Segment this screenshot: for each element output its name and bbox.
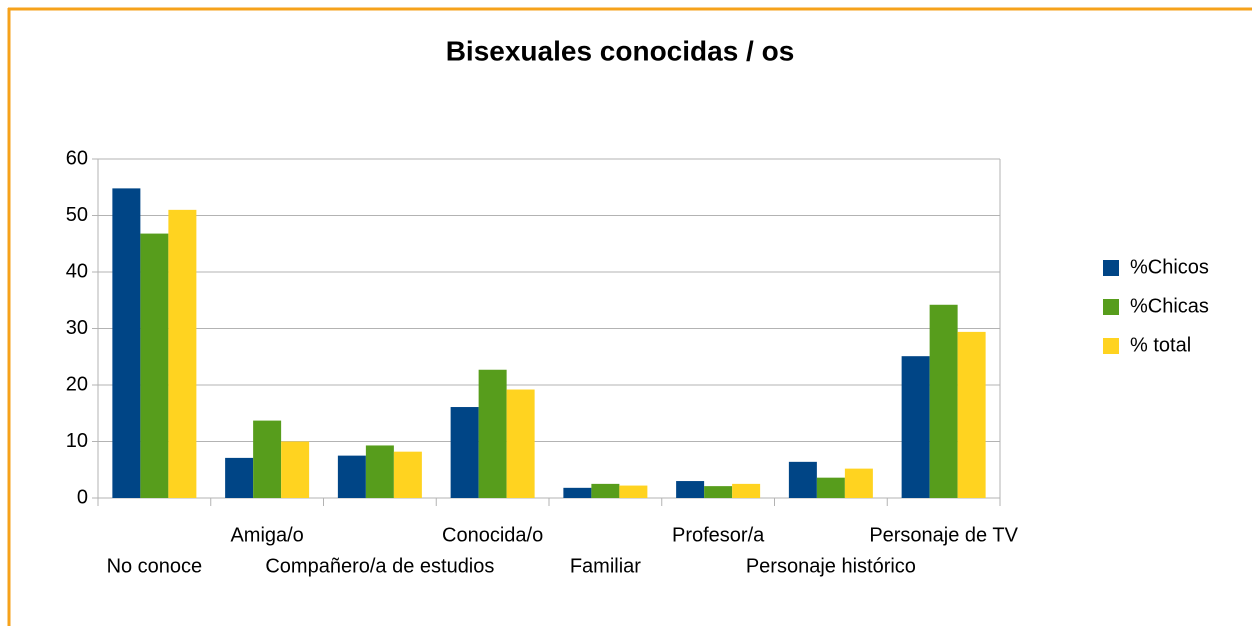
x-tick-label: Profesor/a bbox=[672, 524, 765, 546]
x-tick-label: Conocida/o bbox=[442, 524, 543, 546]
bar bbox=[676, 481, 705, 498]
y-tick-label: 40 bbox=[66, 260, 88, 282]
bar bbox=[816, 477, 845, 498]
bar bbox=[281, 441, 310, 498]
legend-label: % total bbox=[1130, 334, 1191, 356]
bar bbox=[901, 356, 930, 498]
x-tick-label: No conoce bbox=[107, 555, 203, 577]
legend-label: %Chicas bbox=[1130, 295, 1209, 317]
bar bbox=[337, 455, 366, 498]
y-tick-label: 60 bbox=[66, 147, 88, 169]
bar bbox=[844, 468, 873, 498]
x-tick-label: Personaje de TV bbox=[869, 524, 1018, 546]
bar bbox=[225, 457, 254, 498]
x-tick-label: Amiga/o bbox=[230, 524, 303, 546]
bar bbox=[619, 485, 648, 498]
x-tick-label: Compañero/a de estudios bbox=[265, 555, 494, 577]
legend-swatch bbox=[1103, 260, 1119, 276]
bar bbox=[393, 451, 422, 498]
bar bbox=[140, 233, 169, 498]
legend-swatch bbox=[1103, 299, 1119, 315]
bar bbox=[478, 369, 507, 498]
bar bbox=[450, 407, 479, 498]
y-tick-label: 30 bbox=[66, 317, 88, 339]
bar bbox=[112, 188, 141, 498]
x-tick-label: Personaje histórico bbox=[746, 555, 916, 577]
bar bbox=[563, 487, 592, 498]
bar bbox=[957, 331, 986, 498]
bar bbox=[732, 483, 761, 498]
chart-title: Bisexuales conocidas / os bbox=[446, 35, 795, 66]
x-tick-label: Familiar bbox=[570, 555, 641, 577]
legend-label: %Chicos bbox=[1130, 256, 1209, 278]
bar bbox=[591, 483, 620, 498]
y-tick-label: 10 bbox=[66, 430, 88, 452]
bar bbox=[168, 209, 197, 498]
bar bbox=[365, 445, 394, 498]
bar bbox=[788, 461, 817, 498]
bar bbox=[704, 486, 733, 498]
bar bbox=[929, 304, 958, 498]
y-tick-label: 50 bbox=[66, 204, 88, 226]
bar bbox=[506, 389, 535, 498]
y-tick-label: 0 bbox=[77, 486, 88, 508]
bar bbox=[253, 420, 282, 498]
y-tick-label: 20 bbox=[66, 373, 88, 395]
legend-swatch bbox=[1103, 338, 1119, 354]
